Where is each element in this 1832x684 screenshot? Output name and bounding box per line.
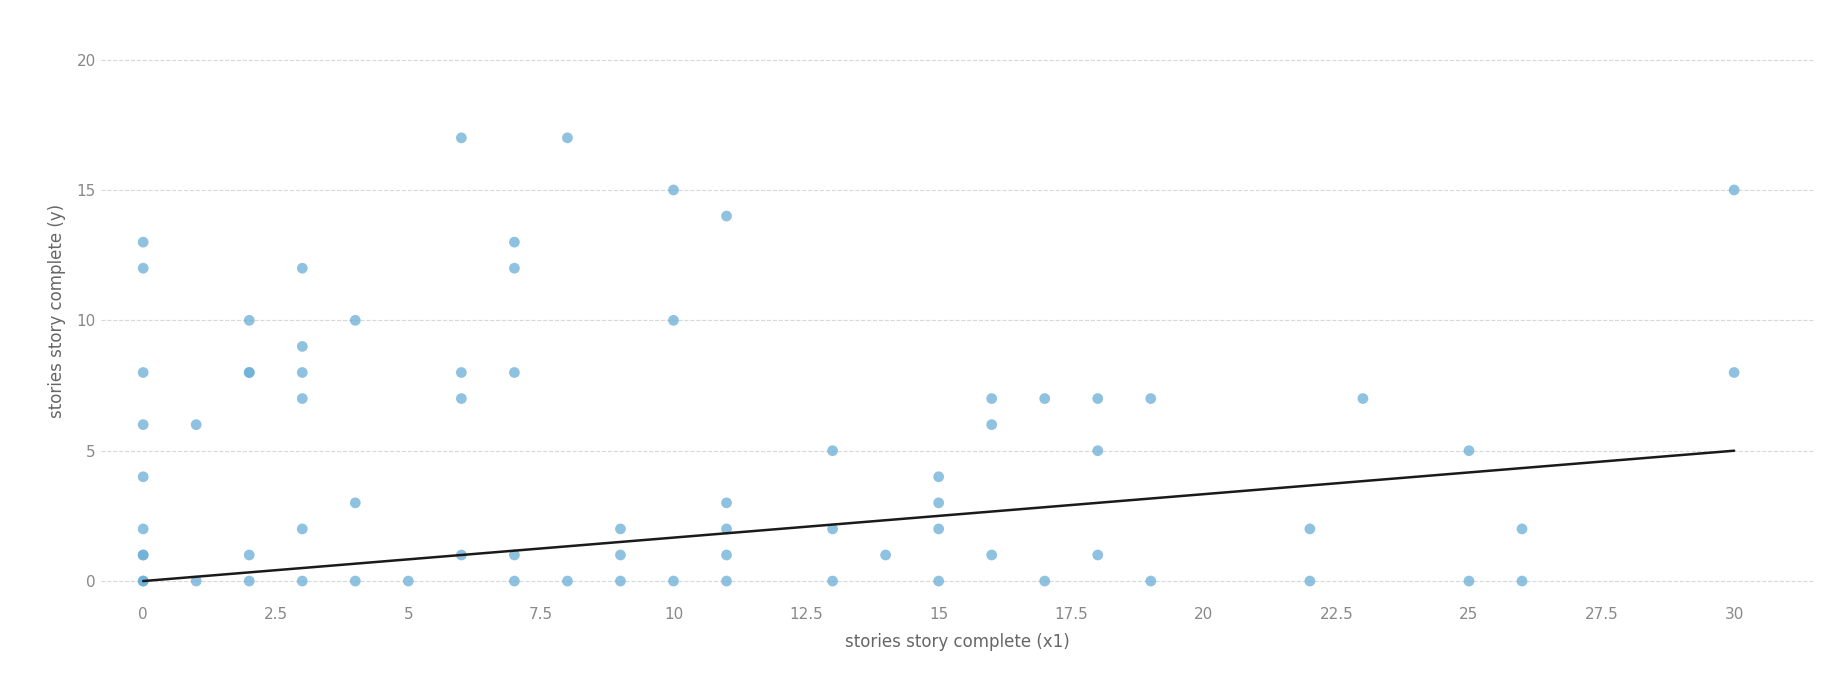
Point — [1030, 393, 1059, 404]
Point — [923, 523, 953, 534]
Point — [976, 419, 1006, 430]
Point — [817, 445, 846, 456]
Point — [341, 576, 370, 587]
Point — [128, 523, 158, 534]
Point — [500, 367, 529, 378]
Point — [288, 576, 317, 587]
Point — [1136, 576, 1165, 587]
Point — [288, 523, 317, 534]
X-axis label: stories story complete (x1): stories story complete (x1) — [845, 633, 1070, 651]
Point — [660, 185, 689, 196]
Point — [234, 315, 264, 326]
Point — [394, 576, 423, 587]
Point — [713, 497, 742, 508]
Point — [1508, 523, 1537, 534]
Point — [128, 237, 158, 248]
Point — [500, 576, 529, 587]
Point — [288, 341, 317, 352]
Point — [128, 263, 158, 274]
Point — [234, 367, 264, 378]
Point — [500, 549, 529, 560]
Point — [713, 211, 742, 222]
Point — [606, 549, 636, 560]
Point — [713, 576, 742, 587]
Point — [713, 549, 742, 560]
Point — [288, 393, 317, 404]
Point — [870, 549, 900, 560]
Point — [606, 523, 636, 534]
Point — [817, 576, 846, 587]
Point — [1508, 576, 1537, 587]
Point — [1455, 576, 1484, 587]
Point — [976, 549, 1006, 560]
Point — [128, 549, 158, 560]
Point — [1455, 445, 1484, 456]
Point — [341, 315, 370, 326]
Point — [1720, 367, 1750, 378]
Point — [553, 133, 583, 144]
Point — [234, 576, 264, 587]
Point — [660, 315, 689, 326]
Point — [234, 367, 264, 378]
Point — [817, 523, 846, 534]
Y-axis label: stories story complete (y): stories story complete (y) — [48, 204, 66, 419]
Point — [128, 549, 158, 560]
Point — [553, 576, 583, 587]
Point — [713, 523, 742, 534]
Point — [1136, 393, 1165, 404]
Point — [128, 576, 158, 587]
Point — [660, 576, 689, 587]
Point — [128, 367, 158, 378]
Point — [447, 393, 476, 404]
Point — [923, 471, 953, 482]
Point — [1030, 576, 1059, 587]
Point — [288, 263, 317, 274]
Point — [976, 393, 1006, 404]
Point — [500, 237, 529, 248]
Point — [923, 576, 953, 587]
Point — [500, 263, 529, 274]
Point — [1083, 549, 1112, 560]
Point — [447, 367, 476, 378]
Point — [181, 419, 211, 430]
Point — [128, 471, 158, 482]
Point — [447, 549, 476, 560]
Point — [1083, 445, 1112, 456]
Point — [128, 419, 158, 430]
Point — [1083, 393, 1112, 404]
Point — [1295, 523, 1325, 534]
Point — [234, 549, 264, 560]
Point — [128, 576, 158, 587]
Point — [447, 133, 476, 144]
Point — [341, 497, 370, 508]
Point — [923, 497, 953, 508]
Point — [288, 367, 317, 378]
Point — [1720, 185, 1750, 196]
Point — [181, 576, 211, 587]
Point — [606, 576, 636, 587]
Point — [1295, 576, 1325, 587]
Point — [1348, 393, 1378, 404]
